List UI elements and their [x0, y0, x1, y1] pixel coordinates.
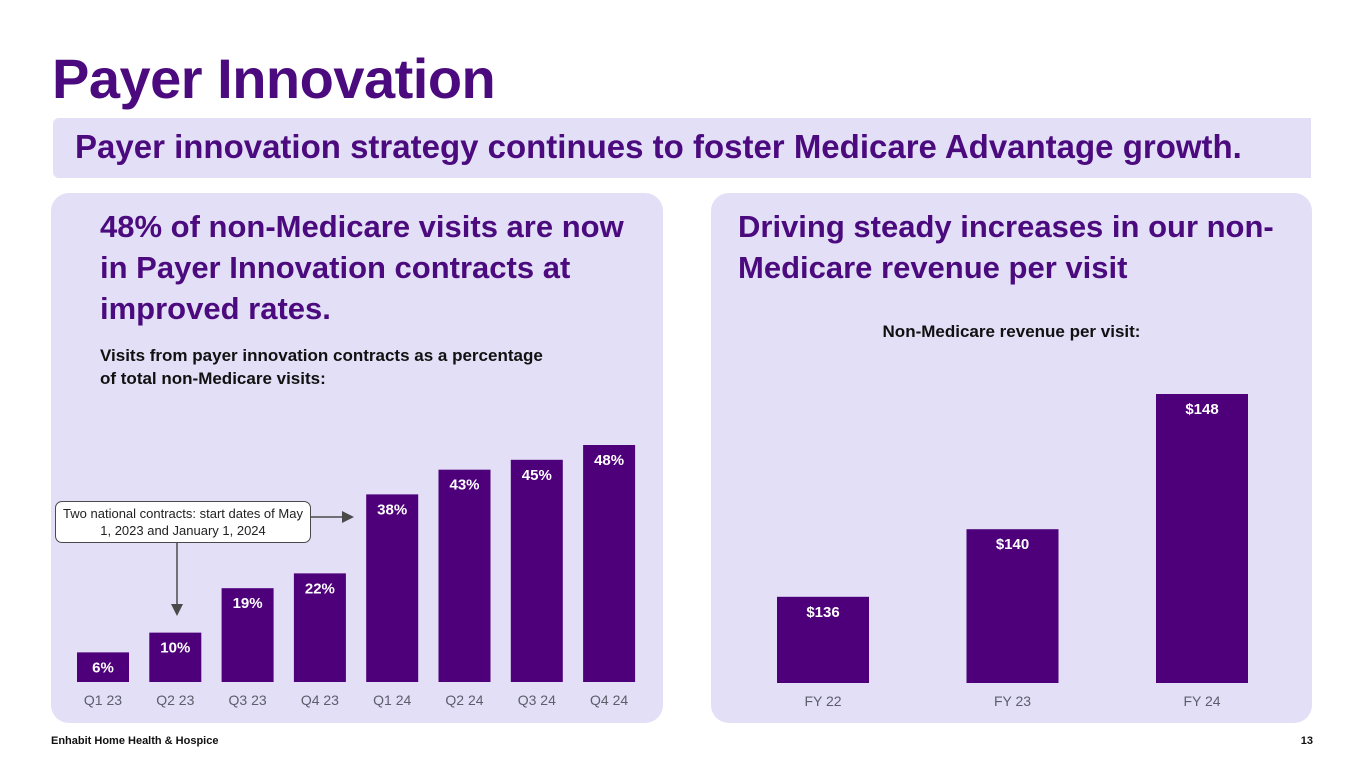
- bar-q4-23: [293, 573, 346, 682]
- bar-data-label: $148: [1185, 401, 1218, 418]
- bar-data-label: 45%: [522, 467, 552, 484]
- revenue-per-visit-chart: $136 FY 22 $140 FY 23 $148 FY 24: [777, 394, 1248, 709]
- x-tick-label: Q3 23: [229, 692, 267, 708]
- headline-text: Payer innovation strategy continues to f…: [75, 128, 1242, 165]
- bar-q2-24: [438, 469, 491, 682]
- x-tick-label: Q1 24: [373, 692, 411, 708]
- bar-data-label: $136: [806, 604, 839, 621]
- bar-q4-24: [583, 445, 636, 682]
- left-chart-subtitle: Visits from payer innovation contracts a…: [100, 346, 543, 388]
- bar-data-label: 19%: [233, 595, 263, 612]
- bar-q3-24: [510, 459, 563, 682]
- contracts-callout: Two national contracts: start dates of M…: [55, 501, 311, 543]
- bar-data-label: 43%: [449, 477, 479, 494]
- left-panel-heading: 48% of non-Medicare visits are now in Pa…: [100, 209, 624, 326]
- x-tick-label: FY 22: [804, 693, 841, 709]
- x-tick-label: Q1 23: [84, 692, 122, 708]
- x-tick-label: Q3 24: [518, 692, 556, 708]
- right-panel-heading: Driving steady increases in our non-Medi…: [738, 209, 1274, 285]
- x-tick-label: FY 23: [994, 693, 1031, 709]
- bar-q3-23: [221, 588, 274, 682]
- slide-title: Payer Innovation: [52, 47, 496, 110]
- bar-data-label: 48%: [594, 452, 624, 469]
- right-chart-subtitle: Non-Medicare revenue per visit:: [882, 322, 1141, 341]
- left-panel: 48% of non-Medicare visits are now in Pa…: [51, 193, 663, 723]
- visits-percentage-chart: 6% Q1 23 10% Q2 23 19% Q3 23 22% Q4 23 38% Q1 24 4…: [77, 445, 636, 708]
- bar-data-label: 38%: [377, 501, 407, 518]
- bar-fy-23: [966, 529, 1059, 683]
- page-number: 13: [1300, 735, 1313, 747]
- headline-banner: Payer innovation strategy continues to f…: [53, 118, 1311, 178]
- bar-data-label: 10%: [160, 640, 190, 657]
- x-tick-label: Q4 23: [301, 692, 339, 708]
- bar-q1-24: [366, 494, 419, 682]
- bar-data-label: $140: [996, 536, 1029, 553]
- bar-data-label: 22%: [305, 580, 335, 597]
- bar-q2-23: [149, 632, 202, 682]
- x-tick-label: FY 24: [1183, 693, 1220, 709]
- right-panel: Driving steady increases in our non-Medi…: [711, 193, 1312, 723]
- x-tick-label: Q4 24: [590, 692, 628, 708]
- x-tick-label: Q2 24: [445, 692, 483, 708]
- bar-fy-22: [777, 596, 869, 683]
- bar-fy-24: [1156, 394, 1248, 683]
- x-tick-label: Q2 23: [156, 692, 194, 708]
- bar-data-label: 6%: [92, 659, 114, 676]
- bar-q1-23: [77, 652, 129, 682]
- footer-company: Enhabit Home Health & Hospice: [51, 735, 219, 747]
